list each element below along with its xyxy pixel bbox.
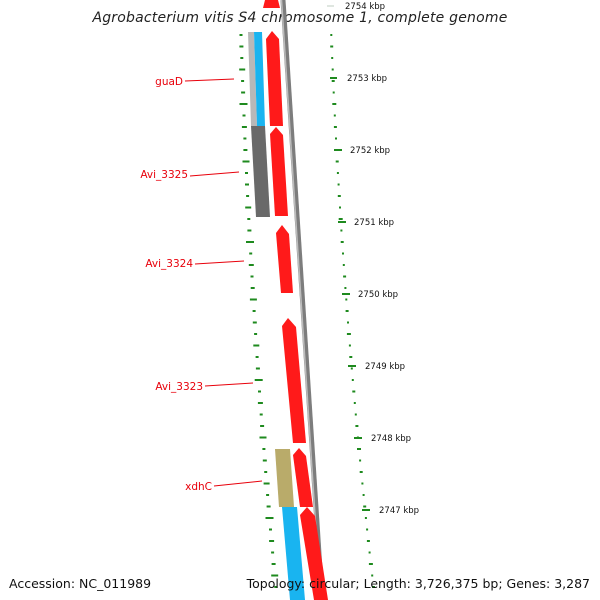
leader-line [189,171,240,177]
forward-strand-track [263,0,328,600]
map-title: Agrobacterium vitis S4 chromosome 1, com… [92,10,508,26]
cds-forward-top[interactable] [263,0,280,8]
cds-avi-3324[interactable] [276,225,293,293]
accession-text: Accession: NC_011989 [9,576,152,591]
scale-label-2749: 2749 kbp [365,362,405,372]
scale-label-2752: 2752 kbp [350,146,390,156]
gene-label-avi-3324[interactable]: Avi_3324 [145,258,193,270]
cds-xdhc-forward[interactable] [293,448,313,507]
scale-label-2751: 2751 kbp [354,218,394,228]
gene-label-xdhc[interactable]: xdhC [185,481,212,493]
reverse-strand-track [248,32,305,600]
leader-line [184,78,235,82]
scale-label-2753: 2753 kbp [347,74,387,84]
cds-avi-3325[interactable] [251,126,270,217]
cds-cyan-bottom[interactable] [282,507,305,600]
scale-track: 2754 kbp 2753 kbp 2752 kbp 2751 kbp 2750… [327,2,419,516]
scale-label-2754: 2754 kbp [345,2,385,12]
scale-label-2750: 2750 kbp [358,290,398,300]
leader-line [213,480,263,487]
cds-forward-bottom[interactable] [300,507,328,600]
gc-skew-track [330,34,375,588]
cds-forward-guad[interactable] [266,31,283,126]
cds-xdhc[interactable] [275,449,294,507]
leader-line [204,382,254,387]
gc-content-track [239,34,279,588]
cds-cyan[interactable] [254,32,265,126]
topology-text: Topology: circular; Length: 3,726,375 bp… [246,576,590,591]
gene-labels: guaD Avi_3325 Avi_3324 Avi_3323 xdhC [140,76,263,493]
scale-label-2747: 2747 kbp [379,506,419,516]
gene-label-avi-3323[interactable]: Avi_3323 [155,381,203,393]
cds-forward-avi-3325[interactable] [270,127,288,216]
leader-line [194,260,245,265]
gene-label-avi-3325[interactable]: Avi_3325 [140,169,188,181]
gene-label-guad[interactable]: guaD [155,76,183,88]
scale-label-2748: 2748 kbp [371,434,411,444]
cds-avi-3323[interactable] [282,318,306,443]
